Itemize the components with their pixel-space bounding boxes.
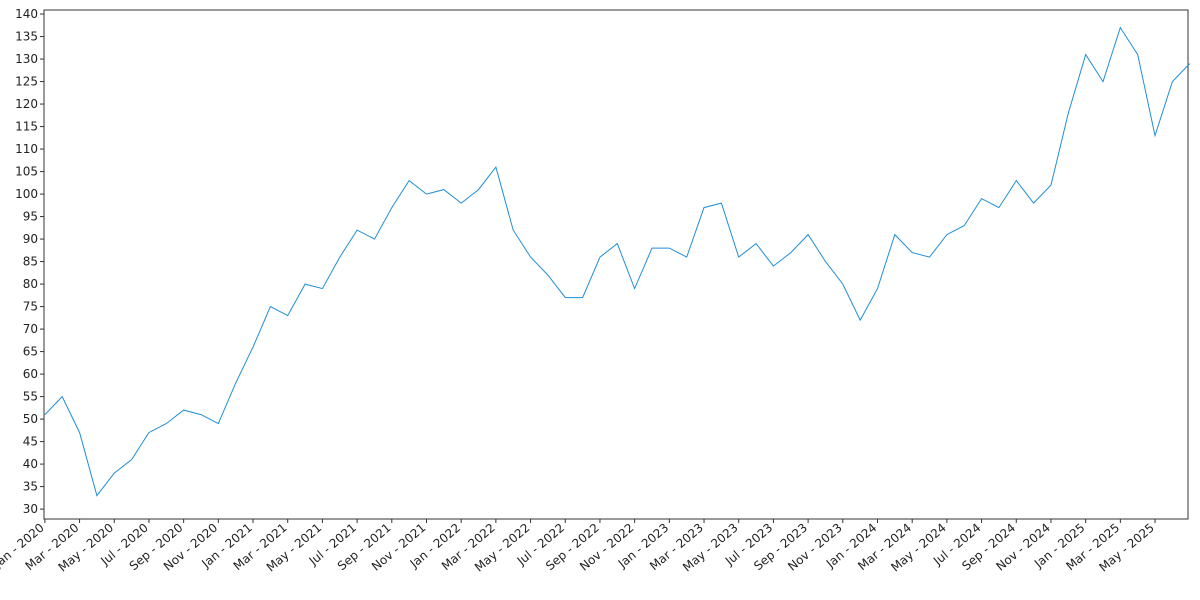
y-tick-label: 70 [23, 322, 38, 336]
y-tick-label: 90 [23, 232, 38, 246]
y-tick-label: 50 [23, 412, 38, 426]
y-tick-label: 40 [23, 457, 38, 471]
y-tick-label: 30 [23, 502, 38, 516]
y-tick-label: 100 [15, 187, 38, 201]
y-tick-label: 45 [23, 435, 38, 449]
y-tick-label: 75 [23, 300, 38, 314]
y-tick-label: 85 [23, 255, 38, 269]
y-tick-label: 135 [15, 30, 38, 44]
plot-frame [43, 9, 1189, 520]
y-tick-label: 125 [15, 75, 38, 89]
y-tick-label: 55 [23, 390, 38, 404]
series-line [44, 26, 1191, 497]
y-tick-label: 65 [23, 345, 38, 359]
y-tick-label: 130 [15, 52, 38, 66]
y-tick-label: 115 [15, 120, 38, 134]
y-tick-label: 110 [15, 142, 38, 156]
y-tick-label: 80 [23, 277, 38, 291]
y-tick-label: 95 [23, 210, 38, 224]
y-tick-label: 35 [23, 480, 38, 494]
y-tick-label: 120 [15, 97, 38, 111]
y-tick-label: 140 [15, 7, 38, 21]
y-tick-label: 60 [23, 367, 38, 381]
y-tick-label: 105 [15, 165, 38, 179]
